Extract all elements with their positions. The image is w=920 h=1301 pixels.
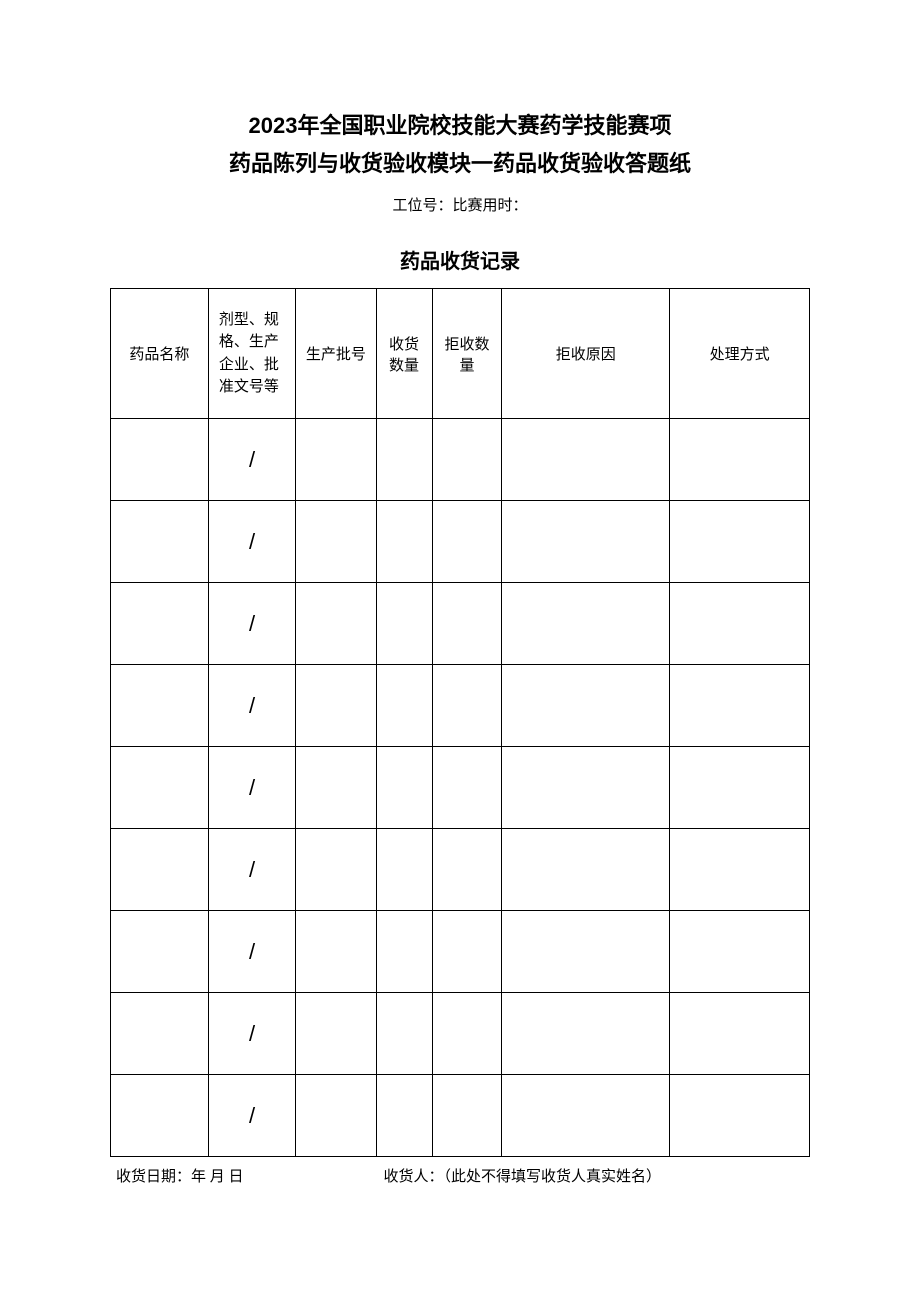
cell-batch — [296, 583, 376, 665]
col-header-handling: 处理方式 — [670, 289, 810, 419]
cell-handling — [670, 419, 810, 501]
cell-reject-qty — [432, 911, 502, 993]
cell-reject-qty — [432, 501, 502, 583]
cell-qty — [376, 1075, 432, 1157]
cell-handling — [670, 665, 810, 747]
table-body: / / / / — [111, 419, 810, 1157]
table-row: / — [111, 1075, 810, 1157]
cell-handling — [670, 993, 810, 1075]
meta-line: 工位号：比赛用时： — [110, 194, 810, 215]
time-label: 比赛用时： — [453, 198, 528, 214]
cell-batch — [296, 665, 376, 747]
cell-name — [111, 993, 209, 1075]
cell-name — [111, 829, 209, 911]
table-row: / — [111, 665, 810, 747]
cell-reject-qty — [432, 829, 502, 911]
table-row: / — [111, 911, 810, 993]
cell-name — [111, 419, 209, 501]
cell-reject-qty — [432, 747, 502, 829]
cell-batch — [296, 1075, 376, 1157]
cell-reject-reason — [502, 419, 670, 501]
cell-name — [111, 747, 209, 829]
doc-title-line2: 药品陈列与收货验收模块一药品收货验收答题纸 — [110, 146, 810, 178]
cell-spec: / — [208, 911, 295, 993]
table-row: / — [111, 583, 810, 665]
cell-qty — [376, 665, 432, 747]
cell-reject-reason — [502, 911, 670, 993]
cell-spec: / — [208, 583, 295, 665]
cell-reject-reason — [502, 583, 670, 665]
cell-qty — [376, 993, 432, 1075]
section-title: 药品收货记录 — [110, 245, 810, 274]
cell-handling — [670, 829, 810, 911]
cell-batch — [296, 419, 376, 501]
col-header-spec: 剂型、规格、生产企业、批准文号等 — [208, 289, 295, 419]
title-line1-suffix: 年全国职业院校技能大赛药学技能赛项 — [297, 113, 671, 138]
footer-line: 收货日期：年 月 日 收货人：（此处不得填写收货人真实姓名） — [110, 1165, 810, 1189]
cell-handling — [670, 501, 810, 583]
cell-handling — [670, 747, 810, 829]
col-header-reject-qty: 拒收数量 — [432, 289, 502, 419]
cell-qty — [376, 747, 432, 829]
cell-qty — [376, 419, 432, 501]
cell-qty — [376, 829, 432, 911]
cell-name — [111, 501, 209, 583]
footer-date-label: 收货日期： — [116, 1169, 191, 1185]
cell-handling — [670, 1075, 810, 1157]
cell-name — [111, 665, 209, 747]
cell-batch — [296, 501, 376, 583]
table-row: / — [111, 501, 810, 583]
cell-spec: / — [208, 501, 295, 583]
cell-spec: / — [208, 1075, 295, 1157]
footer-receiver-label: 收货人： — [384, 1169, 444, 1185]
cell-spec: / — [208, 747, 295, 829]
footer-receiver-note: （此处不得填写收货人真实姓名） — [444, 1169, 662, 1185]
doc-title-line1: 2023年全国职业院校技能大赛药学技能赛项 — [110, 108, 810, 140]
cell-qty — [376, 911, 432, 993]
cell-reject-reason — [502, 747, 670, 829]
cell-spec: / — [208, 665, 295, 747]
cell-name — [111, 583, 209, 665]
cell-batch — [296, 747, 376, 829]
cell-spec: / — [208, 419, 295, 501]
cell-reject-reason — [502, 993, 670, 1075]
col-header-name: 药品名称 — [111, 289, 209, 419]
cell-reject-qty — [432, 665, 502, 747]
cell-reject-reason — [502, 501, 670, 583]
table-row: / — [111, 829, 810, 911]
cell-reject-qty — [432, 419, 502, 501]
cell-reject-reason — [502, 665, 670, 747]
cell-handling — [670, 911, 810, 993]
cell-reject-qty — [432, 1075, 502, 1157]
cell-batch — [296, 911, 376, 993]
cell-name — [111, 911, 209, 993]
footer-date-value: 年 月 日 — [191, 1169, 244, 1185]
cell-name — [111, 1075, 209, 1157]
receipt-table: 药品名称 剂型、规格、生产企业、批准文号等 生产批号 收货数量 拒收数量 拒收原… — [110, 288, 810, 1157]
cell-spec: / — [208, 829, 295, 911]
cell-qty — [376, 501, 432, 583]
station-label: 工位号： — [392, 198, 452, 214]
cell-qty — [376, 583, 432, 665]
cell-spec: / — [208, 993, 295, 1075]
table-row: / — [111, 419, 810, 501]
table-row: / — [111, 993, 810, 1075]
cell-batch — [296, 829, 376, 911]
title-year: 2023 — [249, 113, 298, 138]
col-header-qty: 收货数量 — [376, 289, 432, 419]
cell-reject-qty — [432, 583, 502, 665]
cell-reject-reason — [502, 829, 670, 911]
cell-reject-reason — [502, 1075, 670, 1157]
cell-handling — [670, 583, 810, 665]
col-header-batch: 生产批号 — [296, 289, 376, 419]
table-header-row: 药品名称 剂型、规格、生产企业、批准文号等 生产批号 收货数量 拒收数量 拒收原… — [111, 289, 810, 419]
col-header-reject-reason: 拒收原因 — [502, 289, 670, 419]
cell-reject-qty — [432, 993, 502, 1075]
table-row: / — [111, 747, 810, 829]
cell-batch — [296, 993, 376, 1075]
